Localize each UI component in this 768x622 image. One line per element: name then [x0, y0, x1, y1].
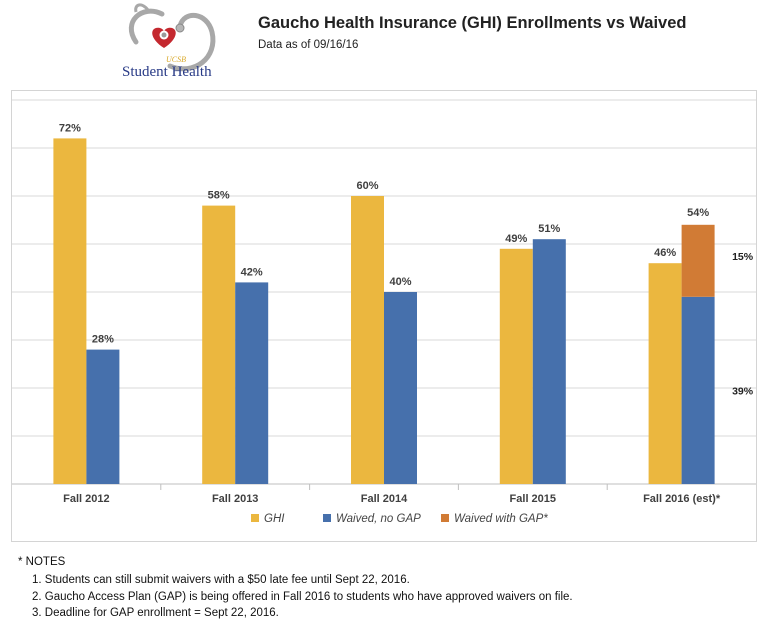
data-label-stack-total: 54%: [687, 207, 709, 219]
chart-frame: [11, 90, 757, 542]
bar-chart: 72% 28% Fall 2012 58% 42% Fall 2013 60% 40% Fall…: [12, 99, 756, 525]
logo-org-small: UCSB: [166, 55, 186, 64]
note-item: 3. Deadline for GAP enrollment = Sept 22…: [32, 607, 279, 619]
bar-waived-no-gap: [681, 296, 715, 484]
bar-waived-no-gap: [384, 292, 417, 484]
stethoscope-heart-logo-icon: UCSB Student Health: [122, 3, 216, 80]
notes-heading: * NOTES: [18, 556, 66, 568]
bar-waived-with-gap: [681, 224, 715, 297]
chart-title: Gaucho Health Insurance (GHI) Enrollment…: [258, 14, 687, 32]
x-tick-label: Fall 2013: [212, 493, 258, 505]
legend-label: GHI: [264, 513, 285, 525]
x-tick-label: Fall 2016 (est)*: [643, 493, 721, 505]
data-label-waived-no-gap: 51%: [538, 223, 560, 235]
note-item: 1. Students can still submit waivers wit…: [32, 574, 410, 586]
legend-label: Waived, no GAP: [336, 513, 421, 525]
data-label-waived-no-gap: 39%: [732, 385, 754, 397]
student-health-logo: UCSB Student Health: [112, 2, 228, 86]
legend-swatch: [323, 514, 331, 522]
data-label-waived-no-gap: 40%: [389, 276, 411, 288]
data-label-ghi: 72%: [59, 122, 81, 134]
data-label-ghi: 60%: [356, 180, 378, 192]
bar-ghi: [648, 263, 682, 484]
legend-swatch: [251, 514, 259, 522]
x-tick-label: Fall 2014: [361, 493, 408, 505]
bar-waived-no-gap: [86, 349, 120, 484]
legend-swatch: [441, 514, 449, 522]
bar-ghi: [53, 138, 87, 484]
bar-ghi: [202, 205, 236, 484]
data-label-ghi: 46%: [654, 247, 676, 259]
chart-subtitle: Data as of 09/16/16: [258, 39, 359, 51]
x-tick-label: Fall 2012: [63, 493, 109, 505]
data-label-waived-no-gap: 28%: [92, 334, 114, 346]
notes-section: * NOTES 1. Students can still submit wai…: [18, 556, 573, 622]
bar-ghi: [499, 248, 533, 484]
data-label-ghi: 49%: [505, 233, 527, 245]
data-label-waived-gap: 15%: [732, 251, 754, 263]
data-label-ghi: 58%: [208, 190, 230, 202]
bar-ghi: [351, 196, 384, 484]
bar-waived-no-gap: [532, 239, 566, 484]
logo-org-name: Student Health: [122, 64, 212, 80]
data-label-waived-no-gap: 42%: [241, 266, 263, 278]
note-item: 2. Gaucho Access Plan (GAP) is being off…: [32, 590, 573, 603]
x-tick-label: Fall 2015: [510, 493, 556, 505]
legend-label: Waived with GAP*: [454, 513, 548, 525]
bar-waived-no-gap: [235, 282, 269, 484]
